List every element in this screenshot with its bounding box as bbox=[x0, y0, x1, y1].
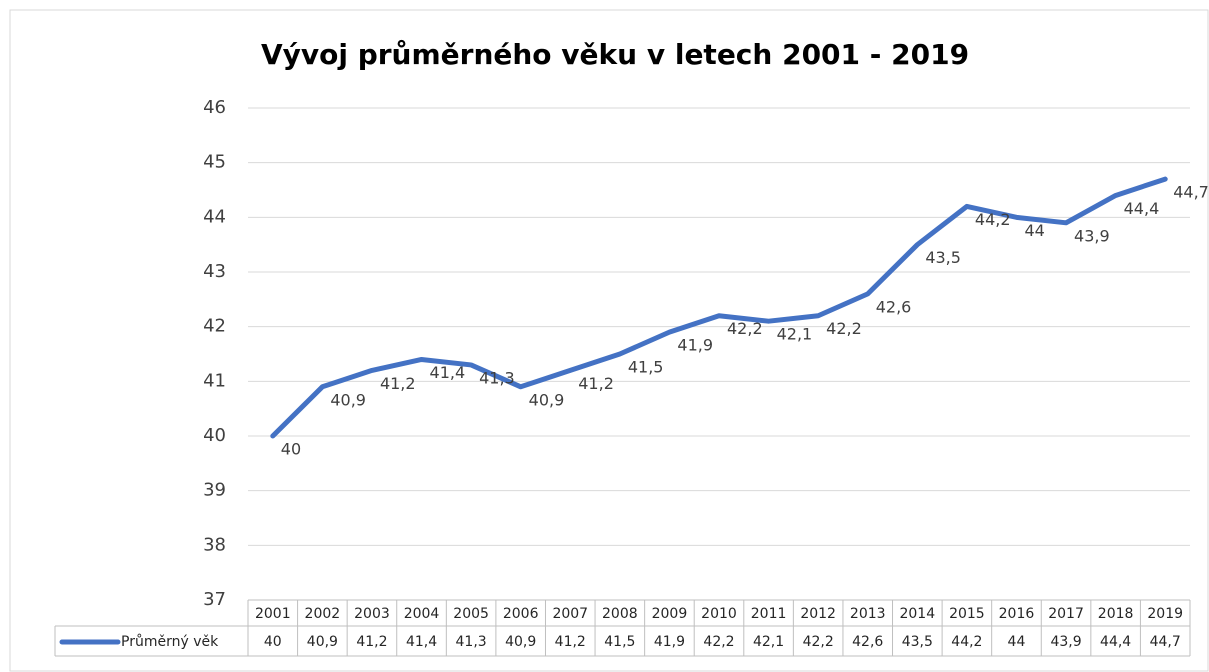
line bbox=[270, 176, 1168, 439]
data-label: 40,9 bbox=[330, 390, 366, 409]
y-tick-label: 46 bbox=[203, 97, 226, 118]
data-label: 43,9 bbox=[1074, 226, 1110, 245]
x-tick-label: 2002 bbox=[305, 606, 341, 622]
x-tick-label: 2018 bbox=[1098, 606, 1134, 622]
x-tick-label: 2007 bbox=[552, 606, 588, 622]
chart-border bbox=[9, 9, 1209, 672]
x-tick-label: 2015 bbox=[949, 606, 985, 622]
x-tick-label: 2004 bbox=[404, 606, 440, 622]
table-value: 42,2 bbox=[803, 634, 834, 650]
x-tick-label: 2003 bbox=[354, 606, 390, 622]
data-label: 42,1 bbox=[777, 325, 813, 344]
legend-label: Průměrný věk bbox=[121, 634, 219, 650]
data-table: 2001 2002 2003 2004 2005 2006 2007 2008 2009 2010… bbox=[54, 599, 1191, 657]
x-tick-label: 2001 bbox=[255, 606, 291, 622]
table-value: 41,2 bbox=[555, 634, 586, 650]
x-tick-label: 2017 bbox=[1048, 606, 1084, 622]
data-label: 40 bbox=[281, 440, 301, 459]
y-tick-label: 39 bbox=[203, 480, 226, 501]
y-tick-label: 41 bbox=[203, 370, 226, 391]
table-value: 41,3 bbox=[456, 634, 487, 650]
x-tick-label: 2009 bbox=[652, 606, 688, 622]
table-value: 41,4 bbox=[406, 634, 437, 650]
x-tick-label: 2006 bbox=[503, 606, 539, 622]
y-tick-label: 38 bbox=[203, 534, 226, 555]
data-label: 44 bbox=[1024, 221, 1044, 240]
data-label: 41,3 bbox=[479, 368, 515, 387]
data-label: 43,5 bbox=[925, 248, 961, 267]
data-label: 40,9 bbox=[529, 390, 565, 409]
data-label: 44,7 bbox=[1173, 183, 1209, 202]
table-value: 40,9 bbox=[505, 634, 536, 650]
table-value: 41,2 bbox=[356, 634, 387, 650]
chart-title: Vývoj průměrného věku v letech 2001 - 20… bbox=[261, 38, 969, 71]
data-label: 41,4 bbox=[430, 363, 466, 382]
y-tick-label: 42 bbox=[203, 316, 226, 337]
x-tick-label: 2011 bbox=[751, 606, 787, 622]
x-tick-label: 2008 bbox=[602, 606, 638, 622]
data-label: 44,2 bbox=[975, 210, 1011, 229]
y-tick-label: 45 bbox=[203, 152, 226, 173]
table-value: 42,1 bbox=[753, 634, 784, 650]
table-value: 41,5 bbox=[604, 634, 635, 650]
table-value: 43,5 bbox=[902, 634, 933, 650]
table-value: 40 bbox=[264, 634, 282, 650]
data-label: 42,2 bbox=[727, 319, 763, 338]
data-label: 41,2 bbox=[380, 374, 416, 393]
table-value: 44,4 bbox=[1100, 634, 1131, 650]
x-tick-label: 2010 bbox=[701, 606, 737, 622]
y-tick-label: 37 bbox=[203, 589, 226, 610]
x-tick-label: 2019 bbox=[1147, 606, 1183, 622]
y-tick-label: 40 bbox=[203, 425, 226, 446]
data-label: 41,9 bbox=[677, 336, 713, 355]
table-value: 41,9 bbox=[654, 634, 685, 650]
table-value: 44 bbox=[1008, 634, 1026, 650]
x-tick-label: 2012 bbox=[800, 606, 836, 622]
table-value: 42,6 bbox=[852, 634, 883, 650]
y-tick-label: 43 bbox=[203, 261, 226, 282]
x-tick-label: 2014 bbox=[899, 606, 935, 622]
table-value: 44,2 bbox=[951, 634, 982, 650]
y-tick-label: 44 bbox=[203, 206, 226, 227]
x-tick-label: 2016 bbox=[999, 606, 1035, 622]
table-value: 40,9 bbox=[307, 634, 338, 650]
data-label: 41,2 bbox=[578, 374, 614, 393]
data-label: 42,2 bbox=[826, 319, 862, 338]
x-tick-label: 2013 bbox=[850, 606, 886, 622]
table-value: 43,9 bbox=[1050, 634, 1081, 650]
data-label: 41,5 bbox=[628, 358, 664, 377]
data-label: 44,4 bbox=[1124, 199, 1160, 218]
x-tick-label: 2005 bbox=[453, 606, 489, 622]
data-label: 42,6 bbox=[876, 297, 912, 316]
table-value: 42,2 bbox=[703, 634, 734, 650]
table-value: 44,7 bbox=[1150, 634, 1181, 650]
